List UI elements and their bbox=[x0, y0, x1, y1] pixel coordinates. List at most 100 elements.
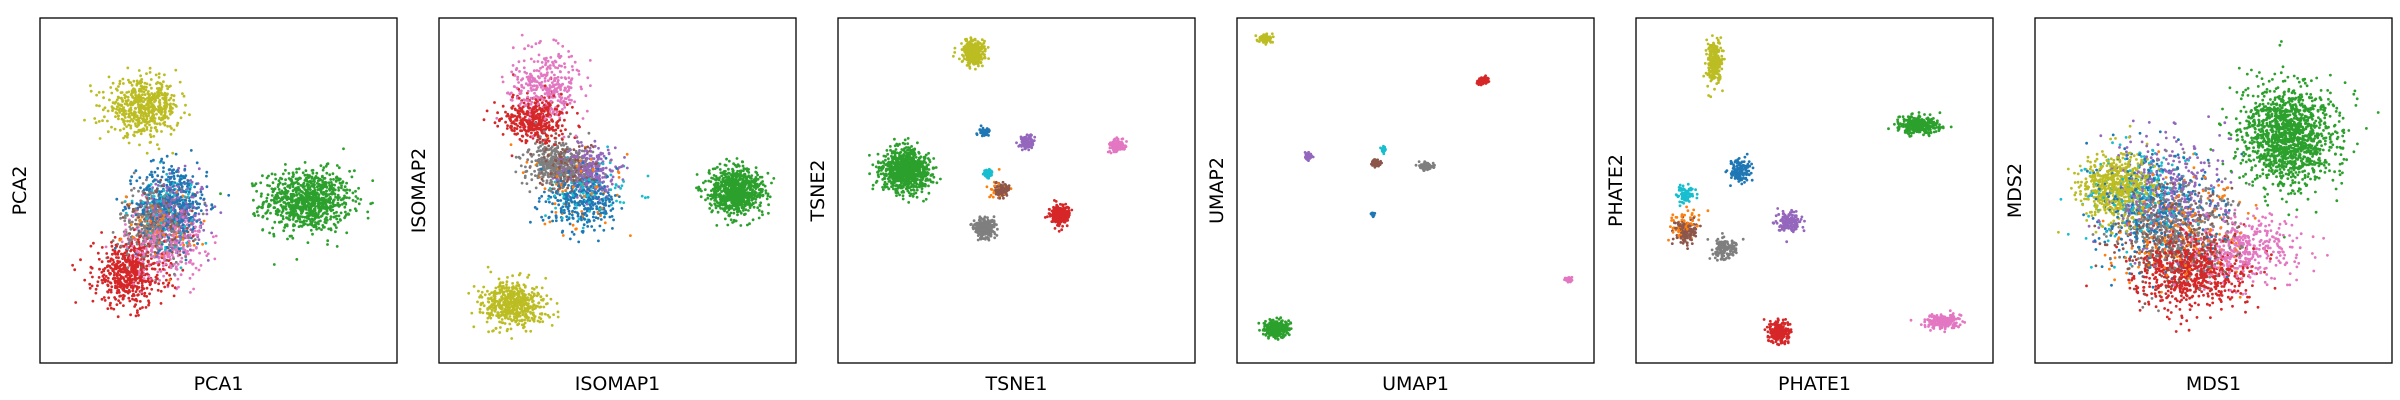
data-point-blue bbox=[170, 171, 174, 175]
data-point-pink bbox=[142, 277, 146, 280]
data-point-red bbox=[127, 271, 131, 275]
data-point-pink bbox=[141, 193, 144, 197]
data-point-green bbox=[306, 241, 310, 245]
data-point-green bbox=[281, 209, 285, 213]
data-point-olive bbox=[120, 96, 123, 100]
data-point-purple bbox=[173, 191, 177, 195]
data-point-gray bbox=[132, 186, 136, 190]
data-point-blue bbox=[599, 218, 603, 221]
data-point-brown bbox=[186, 226, 189, 230]
data-point-red bbox=[89, 271, 92, 275]
data-point-olive bbox=[138, 143, 141, 147]
data-point-orange bbox=[192, 243, 196, 247]
data-point-blue bbox=[200, 193, 204, 197]
data-point-red bbox=[106, 264, 110, 268]
data-point-green bbox=[345, 231, 349, 235]
data-point-olive bbox=[511, 282, 514, 285]
data-point-pink bbox=[158, 260, 162, 263]
data-point-green bbox=[324, 195, 328, 198]
data-point-red bbox=[96, 280, 100, 284]
data-point-gray bbox=[587, 131, 591, 135]
data-point-gray bbox=[530, 178, 534, 182]
data-point-olive bbox=[184, 103, 187, 107]
data-point-brown bbox=[137, 230, 141, 234]
data-point-blue bbox=[142, 212, 146, 216]
data-point-olive bbox=[116, 88, 119, 92]
data-point-green bbox=[310, 201, 314, 205]
data-point-green bbox=[265, 199, 268, 203]
data-point-olive bbox=[137, 123, 141, 127]
data-point-blue bbox=[185, 182, 189, 185]
data-point-olive bbox=[527, 273, 531, 277]
data-point-green bbox=[287, 197, 291, 201]
data-point-blue bbox=[180, 185, 184, 189]
data-point-blue bbox=[181, 175, 185, 178]
data-point-green bbox=[317, 210, 321, 214]
data-point-pink bbox=[162, 223, 166, 227]
data-point-green bbox=[337, 214, 341, 218]
data-point-pink bbox=[174, 265, 178, 269]
data-point-pink bbox=[168, 264, 172, 267]
data-point-olive bbox=[162, 80, 165, 84]
data-point-pink bbox=[162, 251, 166, 255]
data-point-olive bbox=[172, 98, 176, 102]
data-point-red bbox=[134, 314, 138, 318]
data-point-purple bbox=[164, 204, 168, 208]
data-point-olive bbox=[140, 129, 144, 133]
data-point-green bbox=[312, 225, 316, 229]
data-point-blue bbox=[167, 188, 171, 192]
data-point-red bbox=[134, 258, 138, 262]
data-point-red bbox=[110, 244, 114, 248]
data-point-green bbox=[310, 177, 314, 180]
pca-panel: PCA1 PCA2 bbox=[9, 17, 398, 395]
data-point-green bbox=[274, 177, 278, 181]
data-point-blue bbox=[142, 188, 146, 192]
data-point-green bbox=[281, 205, 285, 209]
data-point-red bbox=[157, 263, 160, 267]
data-point-green bbox=[344, 201, 347, 205]
data-point-blue bbox=[570, 230, 574, 234]
data-point-green bbox=[273, 206, 277, 210]
data-point-olive bbox=[170, 126, 173, 130]
data-point-gray bbox=[156, 220, 160, 224]
data-point-pink bbox=[196, 233, 200, 237]
data-point-red bbox=[504, 110, 507, 114]
data-point-green bbox=[276, 191, 279, 195]
data-point-purple bbox=[168, 204, 172, 208]
data-point-red bbox=[110, 240, 113, 244]
data-point-cyan bbox=[183, 225, 187, 229]
data-point-purple bbox=[197, 167, 201, 171]
data-point-orange bbox=[162, 233, 166, 237]
data-point-red bbox=[146, 251, 150, 254]
data-point-blue bbox=[130, 201, 134, 205]
data-point-purple bbox=[197, 238, 201, 242]
data-point-green bbox=[291, 236, 295, 240]
data-point-olive bbox=[147, 90, 150, 93]
data-point-brown bbox=[127, 204, 130, 208]
data-point-red bbox=[147, 303, 151, 307]
data-point-green bbox=[261, 228, 264, 232]
data-point-red bbox=[106, 284, 110, 288]
data-point-blue bbox=[202, 197, 206, 201]
data-point-olive bbox=[149, 118, 153, 122]
data-point-gray bbox=[135, 234, 139, 237]
data-point-green bbox=[252, 198, 255, 202]
data-point-green bbox=[343, 215, 347, 218]
data-point-red bbox=[108, 303, 112, 307]
data-point-olive bbox=[145, 115, 149, 119]
data-point-green bbox=[757, 216, 761, 220]
data-point-red bbox=[140, 278, 144, 282]
data-point-green bbox=[357, 202, 361, 206]
data-point-green bbox=[265, 196, 269, 200]
data-point-pink bbox=[188, 244, 192, 248]
data-point-olive bbox=[129, 106, 133, 109]
data-point-red bbox=[126, 277, 130, 280]
data-point-green bbox=[285, 194, 288, 198]
data-point-blue bbox=[115, 197, 119, 201]
data-point-olive bbox=[157, 89, 161, 92]
data-point-pink bbox=[567, 50, 570, 53]
data-point-green bbox=[286, 190, 290, 193]
data-point-red bbox=[113, 296, 116, 299]
data-point-blue bbox=[121, 209, 125, 212]
data-point-gray bbox=[187, 236, 191, 239]
